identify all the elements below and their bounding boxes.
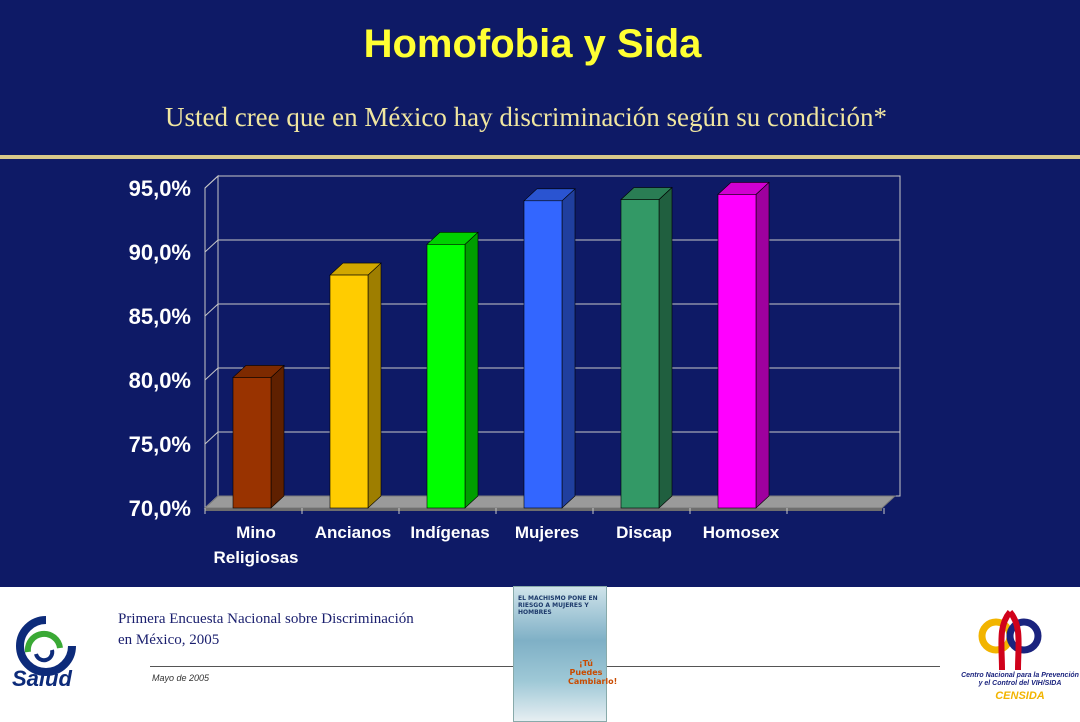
gridline-side xyxy=(204,303,219,317)
y-tick-label: 90,0% xyxy=(129,240,191,265)
bar xyxy=(232,377,272,509)
censida-description: Centro Nacional para la Prevención y el … xyxy=(961,672,1079,687)
gridline-side xyxy=(204,239,219,253)
x-tick-label: Homosex xyxy=(703,523,780,542)
bar xyxy=(620,199,660,509)
bar xyxy=(426,244,466,509)
source-line-1: Primera Encuesta Nacional sobre Discrimi… xyxy=(118,611,414,627)
chart-side-wall xyxy=(204,174,219,510)
bar-side xyxy=(270,364,285,509)
source-citation: Primera Encuesta Nacional sobre Discrimi… xyxy=(118,609,414,651)
gridline-side xyxy=(204,431,219,445)
slide-background: Homofobia y Sida Usted cree que en Méxic… xyxy=(0,0,1080,587)
bar-side xyxy=(367,262,382,509)
x-tick-label: Mino xyxy=(236,523,276,542)
y-tick-label: 80,0% xyxy=(129,368,191,393)
bar-chart: 70,0% 75,0% 80,0% 85,0% 90,0% 95,0% Mino Religi… xyxy=(129,174,901,567)
x-tick-label: Mujeres xyxy=(515,523,579,542)
censida-wordmark: CENSIDA xyxy=(995,690,1045,702)
x-tick-label: Religiosas xyxy=(213,548,298,567)
y-tick-label: 85,0% xyxy=(129,304,191,329)
x-tick-label: Ancianos xyxy=(315,523,392,542)
poster-headline: EL MACHISMO PONE EN RIESGO A MUJERES Y H… xyxy=(518,595,598,616)
title-divider xyxy=(0,155,1080,159)
bar-side xyxy=(755,181,770,509)
bar-side xyxy=(561,188,576,509)
bar-side xyxy=(658,186,673,509)
x-tick-label: Indígenas xyxy=(410,523,489,542)
y-tick-label: 95,0% xyxy=(129,176,191,201)
salud-wordmark: Salud xyxy=(12,666,72,691)
footer-date: Mayo de 2005 xyxy=(152,673,210,683)
censida-ribbon-icon xyxy=(978,610,1042,671)
y-tick-label: 70,0% xyxy=(129,496,191,521)
bar xyxy=(717,194,757,509)
bar-side xyxy=(464,231,479,509)
slide-title: Homofobia y Sida xyxy=(363,22,702,66)
x-tick-label: Discap xyxy=(616,523,672,542)
gridline-side xyxy=(204,175,219,189)
gridline-side xyxy=(204,367,219,381)
slide-subtitle: Usted cree que en México hay discriminac… xyxy=(164,102,888,132)
bar xyxy=(329,274,369,509)
source-line-2: en México, 2005 xyxy=(118,632,220,648)
y-tick-label: 75,0% xyxy=(129,432,191,457)
bar xyxy=(523,200,563,509)
salud-logo-icon xyxy=(16,616,76,676)
campaign-poster-image: EL MACHISMO PONE EN RIESGO A MUJERES Y H… xyxy=(513,586,618,722)
poster-slogan: ¡Tú Puedes Cambiarlo! xyxy=(568,659,618,686)
chart-floor-edge xyxy=(205,508,882,511)
